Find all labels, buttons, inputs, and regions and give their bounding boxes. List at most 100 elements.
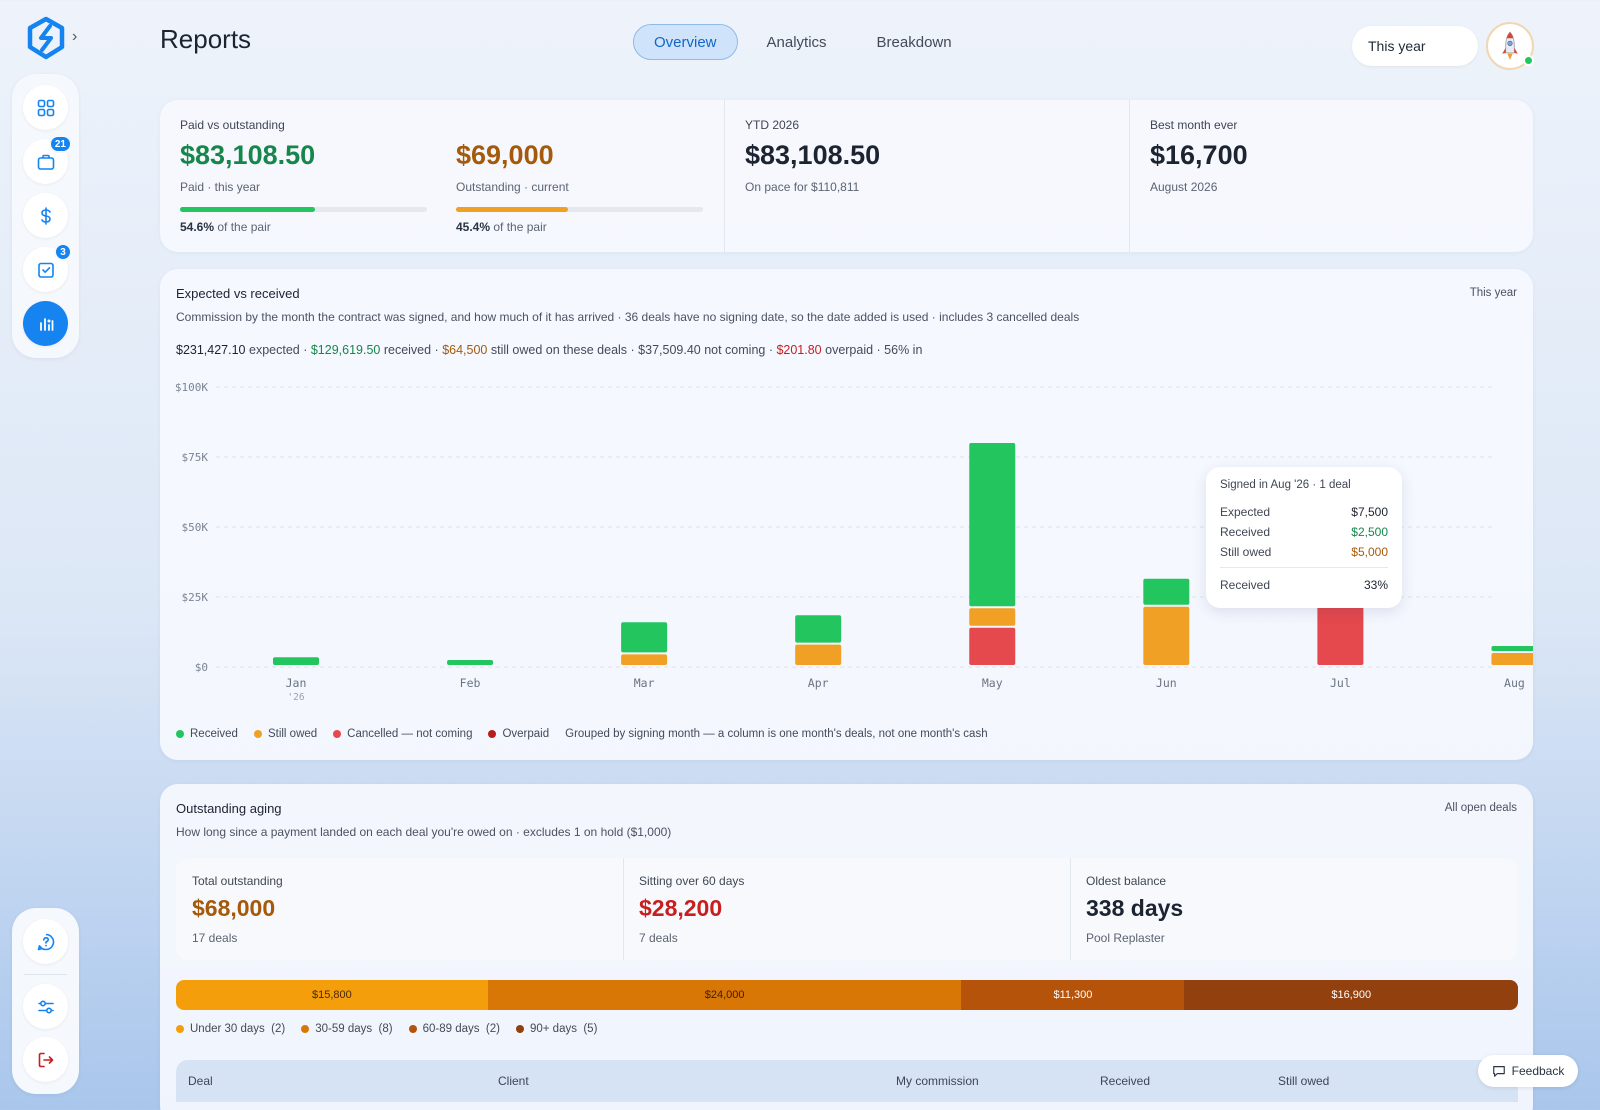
sidebar-item-tasks[interactable]: 3	[23, 243, 72, 292]
help-icon	[37, 933, 54, 950]
paid-progress-fill	[180, 207, 315, 212]
tooltip-expected-row: Expected $7,500	[1220, 505, 1388, 519]
sidebar-item-reports[interactable]	[23, 301, 68, 346]
tooltip-received-value: $2,500	[1351, 525, 1388, 539]
y-tick-label: $75K	[182, 451, 209, 464]
bar-segment	[621, 654, 668, 665]
paid-progress	[180, 207, 427, 212]
aging-legend-dot	[301, 1025, 310, 1033]
logo-icon	[27, 16, 65, 60]
summary-line: $231,427.10 expected · $129,619.50 recei…	[176, 343, 922, 357]
chart-tooltip: Signed in Aug '26 · 1 deal Expected $7,50…	[1206, 467, 1402, 608]
x-tick-label: Apr	[808, 676, 829, 690]
col-client[interactable]: Client	[498, 1074, 529, 1088]
best-month-kpi: Best month ever $16,700 August 2026	[1150, 100, 1510, 252]
kpi-divider	[724, 100, 725, 252]
aging-segment[interactable]: $24,000	[487, 980, 962, 1010]
paid-share-suffix: of the pair	[214, 220, 271, 234]
task-check-icon	[37, 262, 54, 278]
paid-vs-outstanding: Paid vs outstanding $83,108.50 Paid · th…	[180, 100, 703, 252]
sidebar-divider	[24, 974, 67, 975]
legend-received-label: Received	[190, 728, 238, 740]
outstanding-value: $69,000	[456, 140, 554, 170]
x-tick-sublabel: '26	[287, 692, 304, 703]
sidebar-utilities	[12, 908, 79, 1094]
tab-overview[interactable]: Overview	[633, 24, 738, 60]
deals-badge: 21	[48, 135, 72, 153]
sidebar-item-payments[interactable]	[23, 193, 68, 238]
paid-caption: Paid · this year	[180, 180, 261, 194]
over-60-caption: 7 deals	[639, 931, 678, 945]
bar-segment	[621, 622, 668, 653]
tab-analytics[interactable]: Analytics	[766, 33, 827, 51]
ytd-value: $83,108.50	[745, 140, 881, 170]
legend-owed: Still owed	[253, 728, 317, 740]
outstanding-caption: Outstanding · current	[456, 180, 569, 194]
tooltip-pct-row: Received 33%	[1220, 578, 1388, 592]
page-title: Reports	[160, 24, 252, 54]
legend-received: Received	[176, 728, 238, 740]
col-deal[interactable]: Deal	[188, 1074, 213, 1088]
feedback-button[interactable]: Feedback	[1478, 1055, 1578, 1087]
aging-legend-item: 30-59 days (8)	[301, 1023, 393, 1035]
legend-note: Grouped by signing month — a column is o…	[565, 728, 988, 740]
period-select[interactable]: This year	[1352, 26, 1478, 66]
aging-divider	[1070, 858, 1071, 960]
rocket-icon	[1502, 31, 1518, 60]
settings-sliders-icon	[37, 1000, 54, 1014]
col-received[interactable]: Received	[1100, 1074, 1151, 1088]
overpaid-text: overpaid · 56% in	[821, 343, 923, 357]
tab-breakdown[interactable]: Breakdown	[876, 33, 952, 51]
tooltip-pct-value: 33%	[1363, 578, 1388, 592]
paid-share-pct: 54.6%	[180, 220, 215, 234]
expected-text: expected ·	[245, 343, 311, 357]
tooltip-owed-label: Still owed	[1220, 545, 1272, 559]
app-logo[interactable]	[24, 16, 68, 60]
tooltip-title: Signed in Aug '26 · 1 deal	[1220, 479, 1351, 491]
received-amount: $129,619.50	[310, 343, 381, 357]
tooltip-received-label: Received	[1220, 525, 1271, 539]
aging-segment[interactable]: $16,900	[1184, 980, 1518, 1010]
total-outstanding-label: Total outstanding	[192, 874, 283, 888]
sidebar-expand-icon[interactable]: ›	[72, 28, 78, 45]
tooltip-pct-label: Received	[1220, 578, 1271, 592]
bar-segment	[1491, 653, 1533, 665]
aging-legend-dot	[408, 1025, 417, 1033]
chart-legend: Received Still owed Cancelled — not comi…	[176, 728, 1004, 740]
dashboard-grid-icon	[37, 99, 54, 116]
total-outstanding-caption: 17 deals	[192, 931, 238, 945]
col-commission[interactable]: My commission	[896, 1074, 979, 1088]
logout-button[interactable]	[23, 1037, 68, 1082]
x-tick-label: Mar	[634, 676, 655, 690]
sidebar-item-deals[interactable]: 21	[23, 135, 72, 184]
oldest-label: Oldest balance	[1086, 874, 1167, 888]
col-still-owed[interactable]: Still owed	[1278, 1074, 1330, 1088]
aging-legend-dot	[515, 1025, 524, 1033]
expected-amount: $231,427.10	[176, 343, 246, 357]
settings-button[interactable]	[23, 984, 68, 1029]
total-outstanding: Total outstanding $68,000 17 deals	[192, 874, 283, 945]
card-period: This year	[1469, 287, 1517, 299]
received-text: received ·	[380, 343, 443, 357]
outstanding-aging-card: Outstanding aging All open deals How lon…	[160, 784, 1533, 1110]
bar-segment	[447, 660, 494, 665]
aging-description: How long since a payment landed on each …	[176, 825, 672, 839]
aging-legend-dot	[176, 1025, 184, 1033]
aging-legend-label: 30-59 days (8)	[315, 1023, 393, 1035]
user-avatar[interactable]	[1486, 22, 1534, 70]
aging-divider	[623, 858, 624, 960]
best-month-value: $16,700	[1150, 140, 1248, 170]
oldest-value: 338 days	[1086, 895, 1184, 921]
bar-segment	[969, 627, 1016, 665]
aging-segment[interactable]: $15,800	[176, 980, 488, 1010]
sidebar-item-dashboard[interactable]	[23, 85, 68, 130]
legend-owed-dot	[253, 730, 262, 738]
help-button[interactable]	[23, 919, 68, 964]
report-tabs: Overview Analytics Breakdown	[633, 24, 973, 60]
outstanding-share-suffix: of the pair	[490, 220, 547, 234]
outstanding-share-pct: 45.4%	[456, 220, 491, 234]
aging-segment[interactable]: $11,300	[961, 980, 1185, 1010]
aging-legend-item: 90+ days (5)	[515, 1023, 597, 1035]
paid-value: $83,108.50	[180, 140, 316, 170]
online-status-dot	[1523, 55, 1534, 66]
